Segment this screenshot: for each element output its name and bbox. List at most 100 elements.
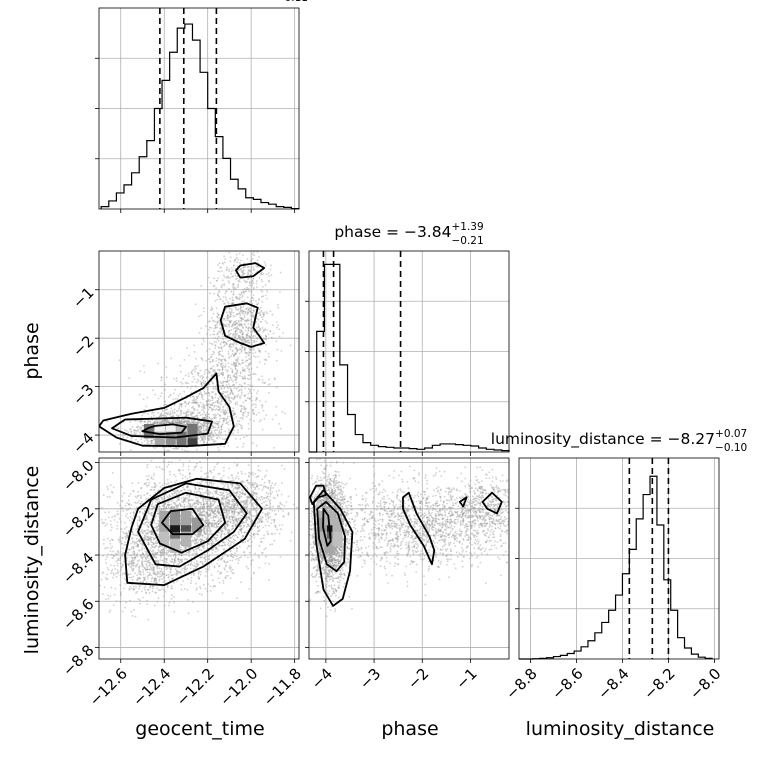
scatter-point (227, 417, 229, 419)
scatter-point (211, 306, 213, 308)
scatter-point (241, 270, 243, 272)
scatter-point (235, 275, 237, 277)
scatter-point (239, 417, 241, 419)
scatter-point (168, 419, 170, 421)
scatter-point (230, 291, 232, 293)
scatter-point (243, 436, 245, 438)
scatter-point (236, 351, 238, 353)
scatter-point (172, 448, 174, 450)
scatter-point (172, 410, 174, 412)
scatter-point (247, 313, 249, 315)
scatter-point (210, 517, 212, 519)
scatter-point (219, 418, 221, 420)
scatter-point (217, 413, 219, 415)
scatter-point (258, 319, 260, 321)
scatter-point (113, 487, 115, 489)
scatter-point (256, 283, 258, 285)
scatter-point (209, 483, 211, 485)
scatter-point (264, 382, 266, 384)
scatter-point (195, 303, 197, 305)
scatter-point (207, 376, 209, 378)
scatter-point (185, 565, 187, 567)
scatter-point (224, 391, 226, 393)
scatter-point (208, 329, 210, 331)
scatter-point (250, 374, 252, 376)
scatter-point (271, 274, 273, 276)
scatter-point (192, 412, 194, 414)
scatter-point (194, 565, 196, 567)
scatter-point (168, 464, 170, 466)
scatter-point (227, 340, 229, 342)
scatter-point (154, 456, 156, 458)
scatter-point (132, 426, 134, 428)
scatter-point (231, 324, 233, 326)
scatter-point (303, 391, 305, 393)
scatter-point (230, 392, 232, 394)
scatter-point (216, 280, 218, 282)
scatter-point (244, 407, 246, 409)
scatter-point (154, 394, 156, 396)
scatter-point (249, 384, 251, 386)
scatter-point (89, 550, 91, 552)
scatter-point (228, 430, 230, 432)
scatter-point (224, 377, 226, 379)
scatter-point (236, 416, 238, 418)
scatter-point (265, 339, 267, 341)
scatter-point (209, 566, 211, 568)
scatter-point (151, 515, 153, 517)
scatter-point (203, 410, 205, 412)
scatter-point (220, 363, 222, 365)
scatter-point (230, 376, 232, 378)
scatter-point (241, 275, 243, 277)
scatter-point (197, 373, 199, 375)
scatter-point (226, 267, 228, 269)
scatter-point (220, 267, 222, 269)
scatter-point (234, 535, 236, 537)
scatter-point (199, 593, 201, 595)
scatter-point (204, 406, 206, 408)
scatter-point (151, 440, 153, 442)
scatter-point (227, 314, 229, 316)
scatter-point (216, 429, 218, 431)
scatter-point (235, 337, 237, 339)
scatter-point (199, 549, 201, 551)
scatter-point (250, 356, 252, 358)
scatter-point (229, 560, 231, 562)
scatter-point (154, 447, 156, 449)
scatter-point (255, 300, 257, 302)
scatter-point (246, 352, 248, 354)
scatter-point (259, 521, 261, 523)
scatter-point (262, 379, 264, 381)
scatter-point (130, 449, 132, 451)
scatter-point (241, 427, 243, 429)
scatter-point (228, 311, 230, 313)
scatter-point (171, 412, 173, 414)
scatter-point (251, 396, 253, 398)
scatter-point (173, 378, 175, 380)
scatter-point (228, 331, 230, 333)
scatter-point (258, 326, 260, 328)
scatter-point (153, 439, 155, 441)
scatter-point (207, 389, 209, 391)
scatter-point (179, 414, 181, 416)
scatter-point (195, 496, 197, 498)
scatter-point (207, 391, 209, 393)
scatter-point (149, 513, 151, 515)
scatter-point (222, 408, 224, 410)
scatter-point (237, 287, 239, 289)
scatter-point (201, 417, 203, 419)
scatter-point (213, 352, 215, 354)
scatter-point (136, 522, 138, 524)
scatter-point (209, 433, 211, 435)
scatter-point (203, 425, 205, 427)
scatter-point (229, 394, 231, 396)
scatter-point (215, 337, 217, 339)
scatter-point (228, 545, 230, 547)
scatter-point (169, 474, 171, 476)
scatter-point (237, 356, 239, 358)
scatter-point (228, 280, 230, 282)
scatter-point (232, 302, 234, 304)
scatter-point (217, 427, 219, 429)
scatter-point (181, 386, 183, 388)
